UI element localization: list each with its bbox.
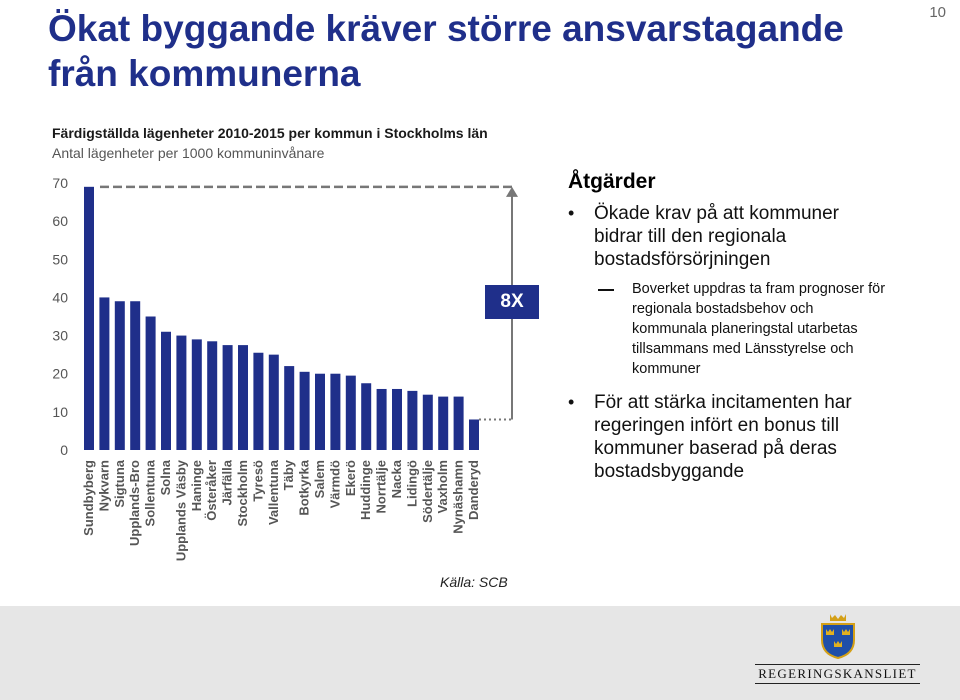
category-label: Nykvarn	[96, 460, 111, 511]
sub-bullet-boverket: Boverket uppdras ta fram prognoser för r…	[568, 279, 888, 379]
bullet-housing-bonus: För att stärka incitamenten har regering…	[568, 391, 888, 483]
actions-panel: Åtgärder Ökade krav på att kommuner bidr…	[568, 170, 888, 483]
bar	[453, 396, 464, 450]
footer-band	[0, 606, 960, 700]
y-tick-label: 40	[52, 289, 68, 305]
bar	[191, 339, 202, 450]
y-tick-label: 20	[52, 366, 68, 382]
y-tick-label: 60	[52, 213, 68, 229]
bar	[438, 396, 449, 450]
category-label: Upplands Väsby	[173, 459, 188, 561]
category-label: Järfälla	[220, 459, 235, 505]
bar	[361, 383, 372, 450]
bar	[176, 335, 187, 450]
category-label: Haninge	[189, 460, 204, 511]
category-label: Sigtuna	[112, 459, 127, 507]
page-number: 10	[929, 4, 946, 21]
category-label: Nynäshamn	[451, 460, 466, 534]
source-note: Källa: SCB	[440, 574, 508, 590]
bar	[330, 373, 341, 450]
three-crowns-crest-icon	[821, 614, 855, 660]
y-tick-label: 10	[52, 404, 68, 420]
category-label: Huddinge	[358, 460, 373, 520]
category-label: Vallentuna	[266, 459, 281, 525]
bar	[284, 366, 295, 450]
category-label: Österåker	[204, 460, 219, 521]
bar	[407, 390, 418, 450]
bar	[422, 394, 433, 450]
y-tick-label: 50	[52, 251, 68, 267]
category-label: Salem	[312, 460, 327, 498]
bar	[238, 345, 248, 450]
bar	[114, 301, 125, 450]
bar	[99, 297, 110, 450]
category-label: Stockholm	[235, 460, 250, 526]
bar	[392, 388, 402, 450]
bar	[84, 186, 94, 451]
category-label: Vaxholm	[435, 460, 450, 513]
bar	[345, 375, 356, 450]
category-label: Tyresö	[250, 460, 265, 502]
bar	[130, 301, 141, 450]
bar	[315, 373, 325, 450]
slide-title: Ökat byggande kräver större ansvarstagan…	[48, 8, 844, 94]
y-tick-label: 70	[52, 175, 68, 191]
category-label: Täby	[281, 459, 296, 490]
category-label: Södertälje	[420, 460, 435, 523]
category-label: Danderyd	[466, 460, 481, 520]
category-label: Nacka	[389, 459, 404, 498]
category-label: Upplands-Bro	[127, 460, 142, 546]
category-label: Sollentuna	[143, 459, 158, 526]
arrow-head-icon	[506, 186, 518, 197]
actions-heading: Åtgärder	[568, 170, 656, 193]
category-label: Sundbyberg	[81, 460, 96, 536]
category-label: Värmdö	[327, 460, 342, 508]
bar	[268, 354, 279, 450]
category-label: Botkyrka	[297, 459, 312, 515]
bar	[253, 352, 264, 450]
multiplier-badge: 8X	[485, 285, 539, 319]
bullet-municipal-requirements: Ökade krav på att kommuner bidrar till d…	[568, 202, 888, 271]
category-label: Solna	[158, 459, 173, 495]
bar	[161, 331, 171, 450]
regeringskansliet-logo-text: REGERINGSKANSLIET	[755, 664, 920, 684]
category-label: Norrtälje	[374, 460, 389, 513]
category-label: Ekerö	[343, 460, 358, 496]
y-tick-label: 0	[60, 442, 68, 458]
bar	[222, 345, 233, 450]
bar	[299, 371, 310, 450]
chart-title: Färdigställda lägenheter 2010-2015 per k…	[52, 125, 488, 141]
bar	[207, 341, 218, 450]
chart-subtitle: Antal lägenheter per 1000 kommuninvånare	[52, 145, 325, 161]
bar	[469, 419, 479, 450]
category-label: Lidingö	[404, 460, 419, 507]
y-tick-label: 30	[52, 328, 68, 344]
bar	[145, 316, 156, 450]
bar	[376, 388, 387, 450]
